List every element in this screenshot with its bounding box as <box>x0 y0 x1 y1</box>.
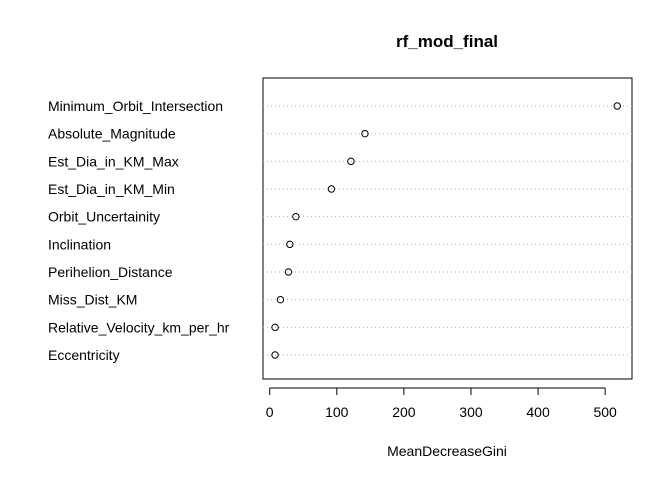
plot-area <box>262 77 633 380</box>
data-point <box>613 102 621 110</box>
data-point <box>361 129 369 138</box>
guide-lines <box>263 105 632 356</box>
x-axis-label: MeanDecreaseGini <box>387 443 507 459</box>
x-tick-label: 200 <box>392 404 416 420</box>
category-label: Est_Dia_in_KM_Min <box>48 181 175 197</box>
category-label: Minimum_Orbit_Intersection <box>48 98 223 114</box>
category-label: Absolute_Magnitude <box>48 126 176 142</box>
category-label: Relative_Velocity_km_per_hr <box>48 319 230 335</box>
x-tick-label: 0 <box>266 404 274 420</box>
category-label: Orbit_Uncertainity <box>48 209 160 225</box>
category-label: Perihelion_Distance <box>48 264 173 280</box>
data-point <box>347 157 355 166</box>
data-point <box>292 212 300 221</box>
data-point <box>286 240 294 249</box>
x-tick-label: 500 <box>593 404 617 420</box>
x-axis: 0 100 200 300 400 500 <box>266 387 617 420</box>
category-label: Inclination <box>48 236 111 252</box>
data-point <box>271 323 279 332</box>
data-point <box>271 351 279 359</box>
x-tick-label: 400 <box>526 404 550 420</box>
data-point <box>327 185 336 193</box>
category-label: Est_Dia_in_KM_Max <box>48 153 179 169</box>
x-tick-label: 300 <box>459 404 483 420</box>
chart-title: rf_mod_final <box>396 32 498 51</box>
category-labels: Minimum_Orbit_Intersection Absolute_Magni… <box>48 98 230 363</box>
category-label: Eccentricity <box>48 347 120 363</box>
data-point <box>284 268 293 276</box>
data-points <box>271 102 621 359</box>
category-label: Miss_Dist_KM <box>48 292 137 308</box>
x-tick-label: 100 <box>325 404 349 420</box>
data-point <box>276 295 285 304</box>
